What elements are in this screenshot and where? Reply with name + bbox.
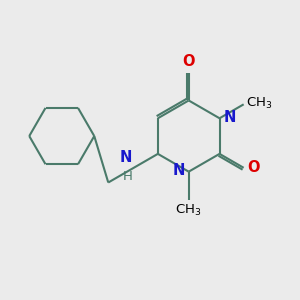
Text: N: N — [223, 110, 236, 124]
Text: N: N — [120, 150, 132, 165]
Text: N: N — [172, 163, 185, 178]
Text: CH$_3$: CH$_3$ — [245, 95, 272, 111]
Text: H: H — [122, 170, 132, 183]
Text: O: O — [248, 160, 260, 175]
Text: CH$_3$: CH$_3$ — [176, 202, 202, 218]
Text: O: O — [182, 54, 195, 69]
